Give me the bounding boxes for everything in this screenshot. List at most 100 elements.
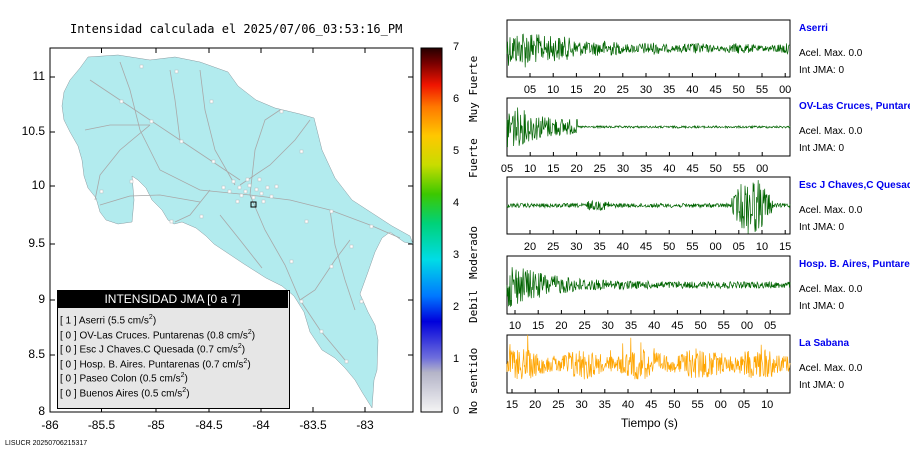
- trace-tick: 30: [601, 320, 614, 332]
- colorbar-tick: 5: [453, 145, 460, 157]
- trace-tick: 35: [663, 84, 676, 96]
- trace-tick: 20: [529, 399, 542, 411]
- trace-tick: 35: [598, 399, 611, 411]
- station-int: Int JMA: 0: [799, 380, 845, 391]
- trace-tick: 05: [732, 241, 745, 253]
- station-int: Int JMA: 0: [799, 301, 845, 312]
- trace-tick: 25: [578, 320, 591, 332]
- trace-tick: 20: [523, 241, 537, 253]
- trace-tick: 25: [552, 399, 565, 411]
- trace-tick: 10: [547, 84, 560, 96]
- station-int: Int JMA: 0: [799, 143, 845, 154]
- costa-rica-land: [61, 54, 414, 409]
- waveform-trace: [506, 334, 791, 380]
- trace-tick: 00: [709, 241, 722, 253]
- trace-tick: 50: [694, 320, 707, 332]
- legend-row: [ 1 ] Aserri (5.5 cm/s2): [60, 314, 157, 327]
- waveform-trace: [506, 33, 791, 68]
- trace-tick: 30: [616, 163, 630, 175]
- trace-tick: 15: [570, 84, 583, 96]
- trace-tick: 05: [500, 163, 514, 175]
- trace-tick: 55: [732, 163, 746, 175]
- station-int: Int JMA: 0: [799, 65, 845, 76]
- trace-tick: 45: [645, 399, 658, 411]
- trace-tick: 05: [737, 399, 751, 411]
- trace-tick: 35: [640, 163, 653, 175]
- map-x-tick: -83: [356, 418, 374, 432]
- trace-tick: 10: [755, 241, 769, 253]
- trace-tick: 40: [616, 241, 629, 253]
- epicenter-marker: [250, 201, 257, 208]
- trace-tick: 50: [663, 241, 676, 253]
- waveform-trace: [506, 180, 791, 234]
- map-y-tick: 10: [31, 178, 45, 192]
- station-name: La Sabana: [799, 338, 850, 349]
- trace-tick: 35: [624, 320, 638, 332]
- map-y-tick: 8: [38, 404, 45, 418]
- trace-tick: 25: [593, 163, 606, 175]
- station-name: Esc J Chaves,C Quesada: [799, 180, 910, 191]
- legend-row: [ 0 ] Buenos Aires (0.5 cm/s2): [60, 386, 190, 399]
- intensity-colorbar: [421, 48, 442, 413]
- trace-tick: 15: [505, 399, 519, 411]
- colorbar-tick: 6: [453, 93, 460, 105]
- trace-tick: 15: [779, 241, 792, 253]
- trace-panel: [506, 19, 791, 78]
- trace-tick: 05: [523, 84, 537, 96]
- footer-stamp: LISUCR 20250706215317: [5, 440, 88, 447]
- map-y-tick: 10.5: [21, 124, 45, 138]
- trace-tick: 50: [668, 399, 681, 411]
- station-name: OV-Las Cruces, Puntarenas: [799, 101, 910, 112]
- trace-tick: 55: [691, 399, 704, 411]
- station-int: Int JMA: 0: [799, 222, 845, 233]
- colorbar-tick: 7: [453, 41, 460, 53]
- trace-panel: [506, 334, 791, 394]
- trace-tick: 10: [508, 320, 522, 332]
- trace-tick: 55: [755, 84, 769, 96]
- colorbar-tick: 3: [453, 249, 460, 261]
- trace-tick: 45: [686, 163, 699, 175]
- trace-tick: 20: [555, 320, 568, 332]
- trace-tick: 55: [686, 241, 699, 253]
- trace-tick: 35: [593, 241, 606, 253]
- trace-panel: [506, 176, 791, 235]
- station-acel: Acel. Max. 0.0: [799, 284, 863, 295]
- trace-tick: 25: [616, 84, 629, 96]
- legend-row: [ 0 ] Esc J Chaves.C Quesada (0.7 cm/s2): [60, 343, 246, 356]
- trace-tick: 50: [732, 84, 745, 96]
- map-x-tick: -83.5: [299, 418, 327, 432]
- trace-tick: 00: [756, 163, 769, 175]
- trace-tick: 25: [547, 241, 560, 253]
- trace-tick: 10: [524, 163, 537, 175]
- map-x-tick: -84: [252, 418, 270, 432]
- waveform-trace: [506, 267, 791, 307]
- waveform-trace: [506, 107, 791, 148]
- trace-tick: 00: [740, 320, 754, 332]
- trace-tick: 45: [709, 84, 722, 96]
- map-x-tick: -85.5: [87, 418, 116, 432]
- trace-tick: 55: [717, 320, 730, 332]
- intensity-legend: [57, 290, 290, 409]
- trace-tick: 15: [532, 320, 545, 332]
- legend-row: [ 0 ] Paseo Colon (0.5 cm/s2): [60, 372, 188, 385]
- colorbar-tick: 0: [453, 405, 460, 417]
- trace-tick: 00: [714, 399, 727, 411]
- time-axis-label: Tiempo (s): [621, 416, 678, 430]
- trace-panel: [506, 97, 791, 157]
- trace-tick: 40: [648, 320, 661, 332]
- trace-tick: 30: [575, 399, 588, 411]
- trace-tick: 45: [671, 320, 684, 332]
- trace-tick: 40: [621, 399, 635, 411]
- legend-row: [ 0 ] OV-Las Cruces. Puntarenas (0.8 cm/…: [60, 328, 256, 341]
- colorbar-tick: 4: [453, 197, 460, 209]
- map-y-tick: 8.5: [28, 347, 45, 361]
- map-x-tick: -84.5: [195, 418, 223, 432]
- station-name: Hosp. B. Aires, Puntarenas: [799, 259, 910, 270]
- trace-tick: 40: [686, 84, 699, 96]
- map-title: Intensidad calculada el 2025/07/06_03:53…: [70, 22, 403, 36]
- station-acel: Acel. Max. 0.0: [799, 363, 863, 374]
- town-markers: [99, 64, 374, 364]
- station-acel: Acel. Max. 0.0: [799, 48, 863, 59]
- trace-tick: 50: [709, 163, 722, 175]
